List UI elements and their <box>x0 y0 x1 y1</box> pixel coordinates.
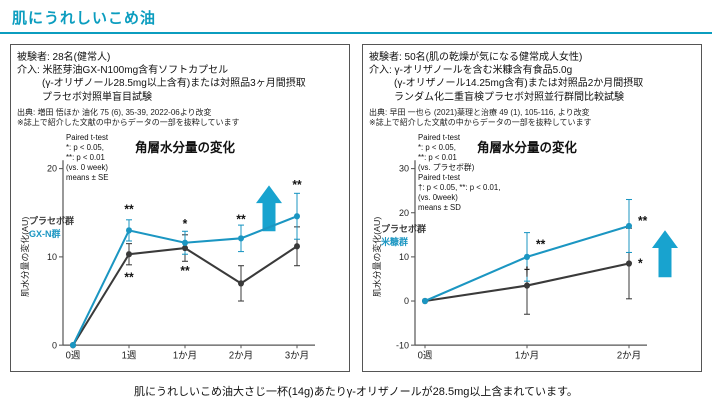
study-panel-right: 被験者: 50名(肌の乾燥が気になる健常成人女性) 介入: γ-オリザノールを含… <box>362 44 702 372</box>
data-point <box>126 226 132 234</box>
legend-item-placebo: プラセボ群 <box>381 223 427 234</box>
legend-item-treatment: 米糠群 <box>381 237 409 248</box>
significance-mark: ** <box>536 237 546 251</box>
intervention-text-1: 介入: γ-オリザノールを含む米糠含有食品5.0g <box>369 65 573 77</box>
legend-item-treatment: GX-N群 <box>29 229 61 240</box>
subjects-text: 被験者: 50名(肌の乾燥が気になる健常成人女性) <box>369 52 583 63</box>
data-point <box>182 244 188 251</box>
significance-mark: ** <box>236 212 246 226</box>
significance-mark: ** <box>180 264 190 278</box>
data-point <box>524 281 530 289</box>
x-tick-label: 0週 <box>418 349 433 361</box>
data-point <box>294 212 300 219</box>
data-point <box>182 239 188 246</box>
footer-note: 肌にうれしいこめ油大さじ一杯(14g)あたりγ-オリザノールが28.5mg以上含… <box>134 385 578 398</box>
data-point <box>626 222 632 229</box>
source-text: 出典: 早田 一也ら (2021)薬理と治療 49 (1), 105-116, … <box>369 107 590 117</box>
moisture-chart-right: -10 0 10 20 30 0週 1か月 2か月 角層水分量の変化 肌水分量の変化(AU) ** *… <box>369 131 695 365</box>
improvement-arrow-icon <box>652 229 678 277</box>
legend-item-placebo: プラセボ群 <box>29 215 75 226</box>
stats-note: Paired t-test *: p < 0.05, **: p < 0.01 … <box>66 132 109 183</box>
y-tick-label: 0 <box>52 340 57 350</box>
significance-mark: ** <box>124 270 134 284</box>
page-title: 肌にうれしいこめ油 <box>12 10 157 27</box>
y-axis-label: 肌水分量の変化(AU) <box>19 216 30 296</box>
significance-mark: ** <box>638 213 648 227</box>
x-tick-label: 2か月 <box>617 349 641 361</box>
data-point <box>422 297 428 304</box>
study-panels: 被験者: 28名(健常人) 介入: 米胚芽油GX-N100mg含有ソフトカプセル… <box>0 34 712 378</box>
excerpt-note-text: ※誌上で紹介した文献の中からデータの一部を抜粋しています <box>369 118 592 128</box>
study-panel-left: 被験者: 28名(健常人) 介入: 米胚芽油GX-N100mg含有ソフトカプセル… <box>10 44 350 372</box>
data-point <box>238 279 244 287</box>
data-point <box>126 250 132 257</box>
improvement-arrow-icon <box>256 184 282 231</box>
significance-mark: * <box>183 216 188 230</box>
intervention-text-1: 介入: 米胚芽油GX-N100mg含有ソフトカプセル <box>17 65 229 77</box>
subjects-text: 被験者: 28名(健常人) <box>17 52 111 63</box>
excerpt-note-text: ※誌上で紹介した文献の中からデータの一部を抜粋しています <box>17 118 240 128</box>
significance-mark: * <box>638 256 643 270</box>
intervention-text-3: プラセボ対照単盲目試験 <box>42 91 152 103</box>
intervention-text-3: ランダム化二重盲検プラセボ対照並行群間比較試験 <box>394 91 624 103</box>
data-point <box>238 234 244 242</box>
moisture-chart-left: 0 10 20 0週 1週 1か月 2か月 3か月 角層水分量の変化 肌水分量の変化(AU) ** *… <box>17 131 343 365</box>
y-tick-label: 10 <box>47 251 57 261</box>
chart-legend: プラセボ群 米糠群 <box>381 223 426 250</box>
chart-title: 角層水分量の変化 <box>477 139 577 154</box>
x-tick-label: 0週 <box>66 349 81 361</box>
y-tick-label: 20 <box>399 207 409 217</box>
chart-legend: プラセボ群 GX-N群 <box>29 215 74 242</box>
x-tick-label: 1か月 <box>515 349 539 361</box>
y-axis-label: 肌水分量の変化(AU) <box>371 216 382 296</box>
y-tick-label: -10 <box>396 340 409 350</box>
significance-mark: † <box>524 264 531 278</box>
intervention-text-2: (γ-オリザノール14.25mg含有)または対照品2か月間摂取 <box>394 78 644 90</box>
intervention-text-2: (γ-オリザノール28.5mg以上含有)または対照品3ヶ月間摂取 <box>42 78 306 90</box>
data-point <box>626 259 632 267</box>
source-text: 出典: 増田 悟ほか 油化 75 (6), 35-39, 2022-06より改変 <box>17 107 212 117</box>
x-tick-label: 3か月 <box>285 349 309 361</box>
y-tick-label: 0 <box>404 296 409 306</box>
data-point <box>70 341 76 348</box>
x-tick-label: 1か月 <box>173 349 197 361</box>
y-tick-label: 30 <box>399 163 409 173</box>
significance-mark: ** <box>292 177 302 191</box>
chart-title: 角層水分量の変化 <box>135 139 235 154</box>
data-point <box>294 242 300 249</box>
x-tick-label: 2か月 <box>229 349 253 361</box>
data-point <box>524 253 530 260</box>
y-tick-label: 20 <box>47 163 57 173</box>
significance-mark: ** <box>124 202 134 216</box>
x-tick-label: 1週 <box>122 349 137 361</box>
y-tick-label: 10 <box>399 251 409 261</box>
stats-note: Paired t-test *: p < 0.05, **: p < 0.01 … <box>418 132 501 213</box>
page-header: 肌にうれしいこめ油 <box>0 0 712 34</box>
